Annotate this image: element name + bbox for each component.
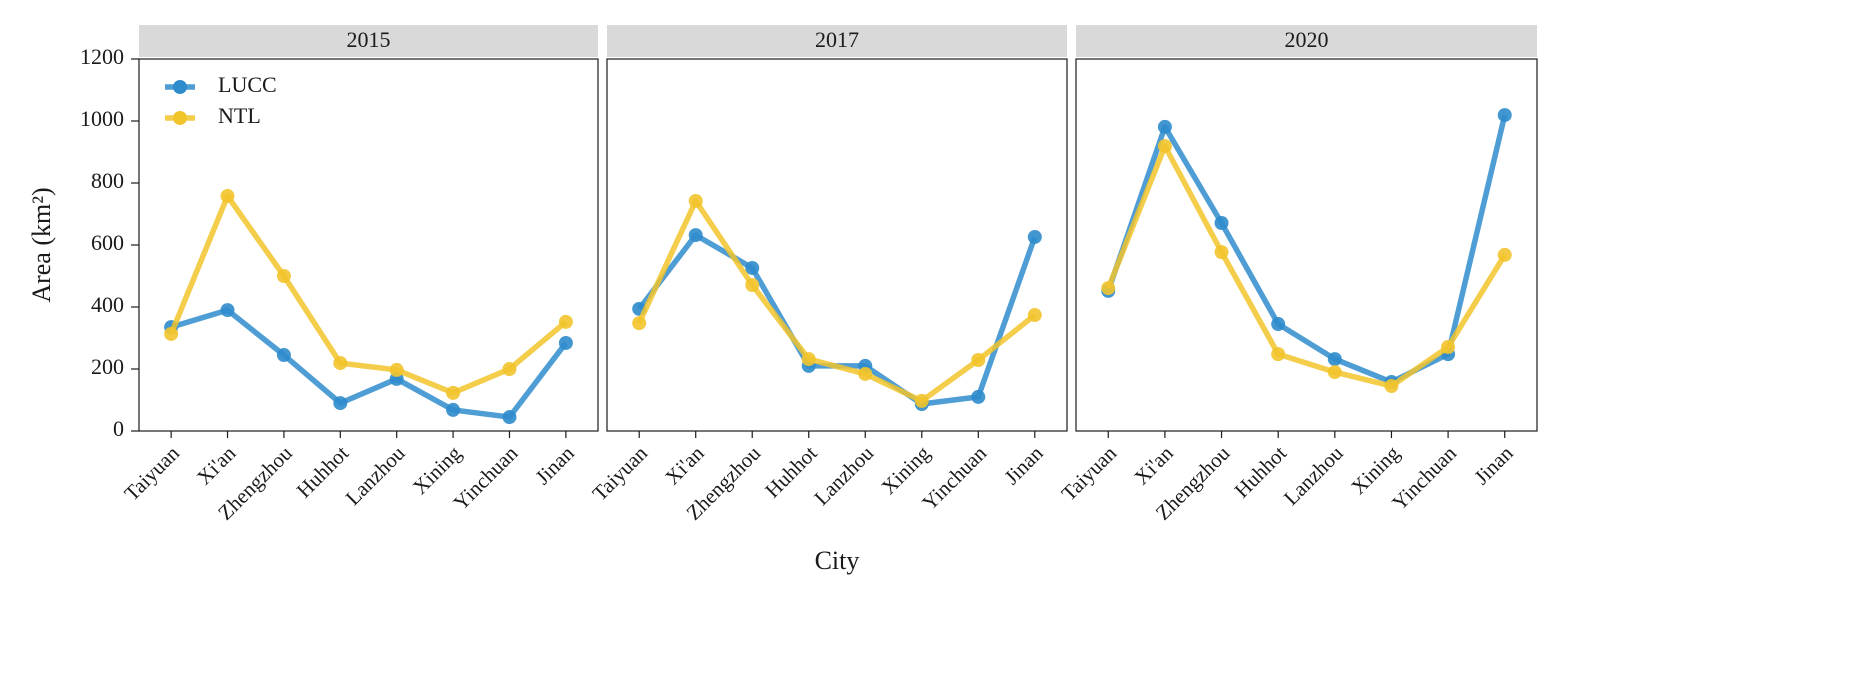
point (1271, 317, 1286, 332)
point (1384, 379, 1399, 394)
x-tick-label: Taiyuan (588, 441, 653, 506)
x-axis-label: City (815, 546, 860, 575)
point (1157, 119, 1172, 134)
facet-strip (139, 25, 598, 57)
series-line (636, 198, 1037, 404)
y-tick-label: 200 (91, 354, 124, 379)
point (632, 316, 647, 331)
y-tick-label: 1000 (80, 106, 124, 131)
point (1441, 339, 1456, 354)
point (1497, 108, 1512, 123)
x-tick-label: Jinan (530, 441, 579, 490)
y-tick-label: 1200 (80, 44, 124, 69)
point (745, 277, 760, 292)
point (1214, 215, 1229, 230)
x-tick-label: Xi'an (1129, 441, 1178, 490)
facet-strip (607, 25, 1067, 57)
x-tick-label: Xi'an (660, 441, 709, 490)
y-tick-label: 600 (91, 230, 124, 255)
panel-border (1075, 58, 1538, 432)
x-tick-label: Jinan (1469, 441, 1518, 490)
y-tick-label: 800 (91, 168, 124, 193)
x-tick-label: Xi'an (192, 441, 241, 490)
point (801, 352, 816, 367)
point (1027, 308, 1042, 323)
point (914, 393, 929, 408)
point (502, 410, 517, 425)
point (220, 189, 235, 204)
y-tick-label: 400 (91, 292, 124, 317)
point (971, 389, 986, 404)
series-line (637, 232, 1038, 407)
x-tick-label: Lanzhou (809, 441, 878, 510)
point (446, 385, 461, 400)
point (1214, 245, 1229, 260)
point (1027, 229, 1042, 244)
point (164, 326, 179, 341)
series-line (1105, 114, 1508, 385)
x-tick-label: Jinan (999, 441, 1048, 490)
panel-border (606, 58, 1068, 432)
point (333, 356, 348, 371)
y-tick-label: 0 (113, 416, 124, 441)
x-tick-label: Lanzhou (1279, 441, 1348, 510)
legend-label: LUCC (218, 72, 277, 97)
series-line (1105, 143, 1508, 389)
point (558, 335, 573, 350)
point (1497, 247, 1512, 262)
legend-marker (173, 80, 187, 94)
panel-border (138, 58, 599, 432)
point (858, 366, 873, 381)
facet-title: 2020 (1285, 27, 1329, 52)
point (333, 396, 348, 411)
point (446, 402, 461, 417)
legend-marker (173, 111, 187, 125)
x-tick-label: Yinchuan (1387, 441, 1461, 515)
point (745, 260, 760, 275)
point (688, 193, 703, 208)
point (558, 314, 573, 329)
point (971, 353, 986, 368)
point (502, 362, 517, 376)
y-axis-label: Area (km²) (27, 187, 56, 302)
point (389, 362, 404, 377)
point (220, 303, 235, 318)
facet-title: 2015 (347, 27, 391, 52)
series-line (168, 193, 568, 396)
point (276, 348, 291, 363)
x-tick-label: Taiyuan (1057, 441, 1122, 506)
point (1101, 281, 1116, 296)
point (688, 228, 703, 243)
point (1327, 365, 1342, 380)
legend-label: NTL (218, 103, 261, 128)
facet-title: 2017 (815, 27, 859, 52)
x-tick-label: Lanzhou (341, 441, 410, 510)
point (1157, 139, 1172, 154)
series-line (170, 307, 569, 420)
point (276, 269, 291, 283)
facet-strip (1076, 25, 1537, 57)
x-tick-label: Taiyuan (119, 441, 184, 506)
point (1327, 352, 1342, 367)
point (1271, 347, 1286, 362)
